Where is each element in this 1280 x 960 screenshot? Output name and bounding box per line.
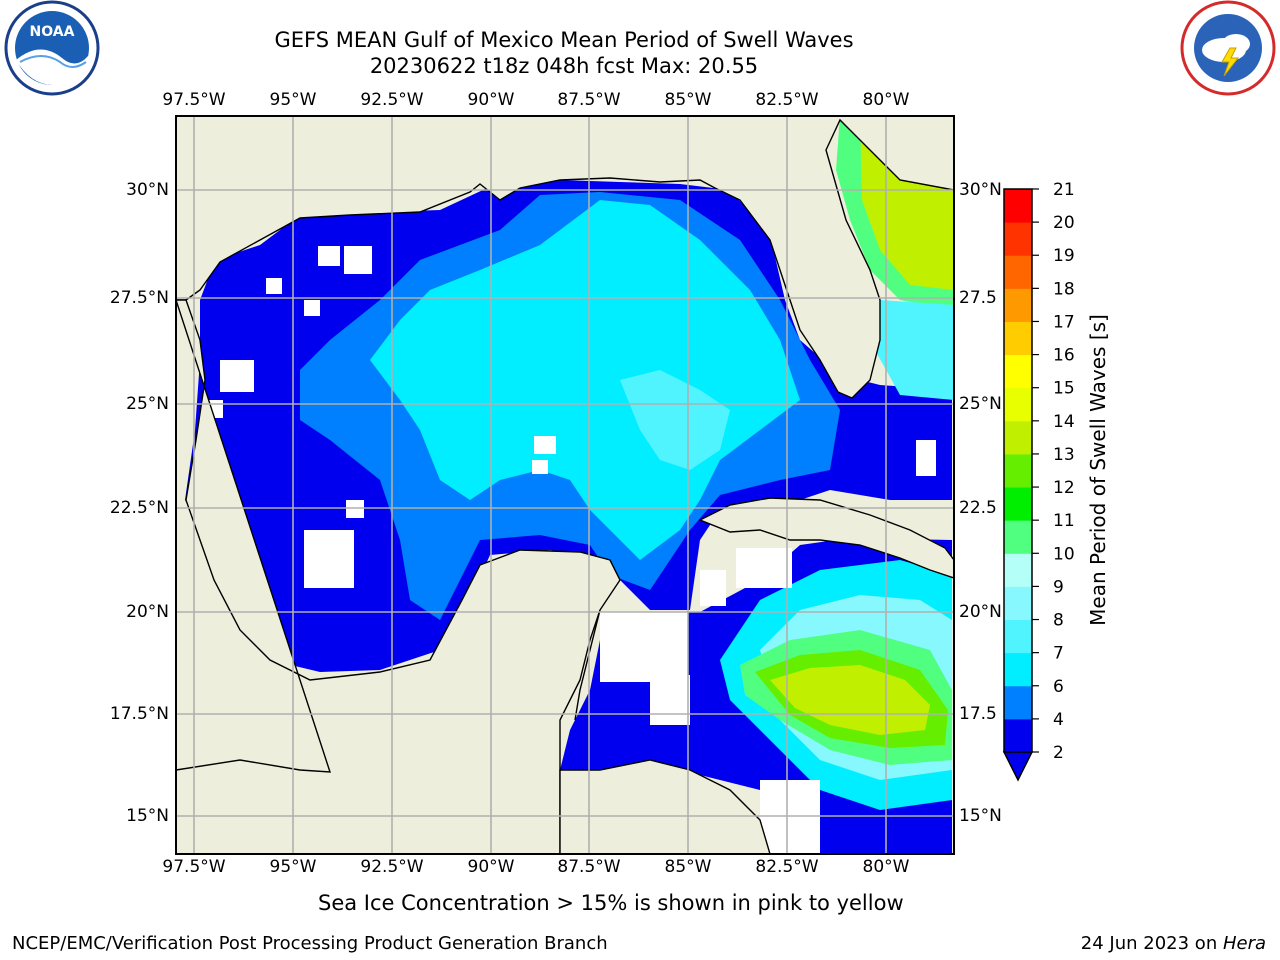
lon-label-top: 80°W: [862, 90, 910, 110]
colorbar-tick-label: 12: [1053, 478, 1075, 498]
colorbar-tick-label: 7: [1053, 644, 1064, 664]
colorbar-tick-label: 4: [1053, 710, 1064, 730]
colorbar-segment: [1004, 255, 1032, 289]
colorbar-label: Mean Period of Swell Waves [s]: [1086, 314, 1110, 626]
colorbar-tick-label: 14: [1053, 412, 1075, 432]
gulf-band-7s: [620, 370, 730, 470]
colorbar-tick-label: 9: [1053, 577, 1064, 597]
gulf-band-6s: [370, 200, 800, 560]
lat-label-left: 27.5°N: [109, 288, 169, 308]
lat-label-right: 20°N: [959, 602, 1002, 622]
colorbar-segment: [1004, 189, 1032, 223]
lon-label-bottom: 80°W: [862, 857, 910, 877]
colorbar-segment: [1004, 652, 1032, 687]
lon-label-bottom: 87.5°W: [557, 857, 621, 877]
lon-label-top: 85°W: [664, 90, 712, 110]
lon-label-bottom: 97.5°W: [162, 857, 226, 877]
colorbar-segment: [1004, 586, 1032, 621]
colorbar-segment: [1004, 321, 1032, 356]
lat-label-right: 17.5: [959, 704, 997, 724]
lat-label-right: 27.5: [959, 288, 997, 308]
map-frame: [175, 115, 955, 855]
footer-date-text: 24 Jun 2023 on: [1080, 933, 1223, 954]
lon-label-top: 92.5°W: [360, 90, 424, 110]
lon-label-top: 95°W: [269, 90, 317, 110]
lon-label-top: 90°W: [467, 90, 515, 110]
lon-label-bottom: 85°W: [664, 857, 712, 877]
colorbar-segment: [1004, 520, 1032, 554]
lat-label-left: 30°N: [126, 180, 169, 200]
colorbar-tick-label: 20: [1053, 213, 1075, 233]
colorbar-segment: [1004, 222, 1032, 256]
lat-label-left: 25°N: [126, 394, 169, 414]
colorbar-segment: [1004, 718, 1032, 753]
colorbar-tick-label: 13: [1053, 445, 1075, 465]
footer-credit: NCEP/EMC/Verification Post Processing Pr…: [12, 933, 608, 954]
colorbar-tick-label: 18: [1053, 279, 1075, 299]
colorbar-segment: [1004, 354, 1032, 389]
lon-label-top: 82.5°W: [755, 90, 819, 110]
footer-date: 24 Jun 2023 on Hera: [1081, 933, 1266, 954]
lat-label-right: 30°N: [959, 180, 1002, 200]
colorbar-ticks: 2 4 6 7 8 9 10 11 12 13 14 15 16 17 18 19 20 21: [1032, 180, 1075, 763]
colorbar-extend-arrow: [1002, 751, 1034, 782]
lon-label-bottom: 92.5°W: [360, 857, 424, 877]
colorbar-segment: [1004, 553, 1032, 587]
lon-label-top: 97.5°W: [162, 90, 226, 110]
colorbar-segment: [1004, 487, 1032, 521]
colorbar-tick-label: 19: [1053, 246, 1075, 266]
lat-label-right: 15°N: [959, 806, 1002, 826]
nws-logo-icon: [1176, 0, 1280, 104]
colorbar-tick-label: 2: [1053, 743, 1064, 763]
central-america-coast: [559, 759, 771, 854]
gridlines: [176, 116, 954, 854]
chart-subtitle: 20230622 t18z 048h fcst Max: 20.55: [369, 54, 759, 78]
colorbar-segment: [1004, 288, 1032, 322]
mexico-coast: [176, 299, 621, 854]
footer-host: Hera: [1222, 933, 1266, 954]
noaa-logo-label: NOAA: [30, 24, 75, 40]
sea-ice-note: Sea Ice Concentration > 15% is shown in …: [318, 891, 904, 915]
colorbar-segment: [1004, 453, 1032, 488]
missing-data-patches: [205, 246, 936, 854]
colorbar-tick-label: 15: [1053, 379, 1075, 399]
lat-label-right: 25°N: [959, 394, 1002, 414]
lat-label-right: 22.5: [959, 498, 997, 518]
coastline: [176, 116, 954, 854]
chart-title: GEFS MEAN Gulf of Mexico Mean Period of …: [274, 28, 854, 52]
colorbar-tick-label: 17: [1053, 312, 1075, 332]
lon-label-bottom: 90°W: [467, 857, 515, 877]
lat-label-left: 17.5°N: [109, 704, 169, 724]
noaa-logo-icon: NOAA: [0, 0, 104, 104]
yucatan-interior-ridge: [574, 609, 601, 721]
atlantic-band-7s: [875, 300, 954, 400]
colorbar-segments: [1004, 189, 1032, 753]
lon-label-bottom: 82.5°W: [755, 857, 819, 877]
usa-gulf-coast: [176, 116, 954, 399]
colorbar-segment: [1004, 685, 1032, 720]
caribbean-band-13s: [770, 665, 930, 735]
colorbar-tick-label: 11: [1053, 511, 1075, 531]
colorbar-tick-label: 6: [1053, 677, 1064, 697]
colorbar-segment: [1004, 420, 1032, 455]
colorbar-tick-label: 8: [1053, 611, 1064, 631]
lat-label-left: 15°N: [126, 806, 169, 826]
colorbar-tick-label: 21: [1053, 180, 1075, 200]
cuba: [698, 497, 954, 579]
colorbar-tick-label: 16: [1053, 346, 1075, 366]
colorbar-frame: [1003, 188, 1033, 753]
colorbar-segment: [1004, 387, 1032, 422]
colorbar-tick-label: 10: [1053, 544, 1075, 564]
lon-label-bottom: 95°W: [269, 857, 317, 877]
lat-label-left: 20°N: [126, 602, 169, 622]
lat-label-left: 22.5°N: [109, 498, 169, 518]
colorbar-segment: [1004, 619, 1032, 654]
lon-label-top: 87.5°W: [557, 90, 621, 110]
